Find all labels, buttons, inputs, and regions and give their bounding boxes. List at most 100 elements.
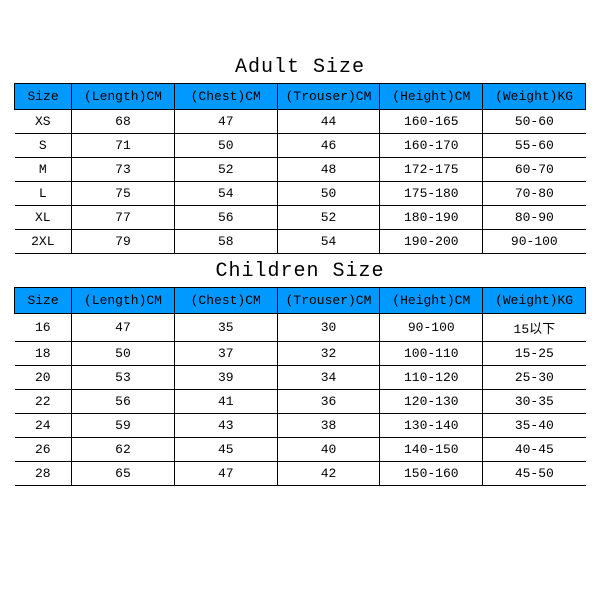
table-cell: 37 xyxy=(174,342,277,366)
table-cell: 160-170 xyxy=(380,134,483,158)
col-chest: (Chest)CM xyxy=(174,84,277,110)
table-cell: 77 xyxy=(72,206,175,230)
table-cell: 90-100 xyxy=(380,314,483,342)
table-cell: 35 xyxy=(174,314,277,342)
col-height: (Height)CM xyxy=(380,288,483,314)
table-cell: 41 xyxy=(174,390,277,414)
table-cell: 55-60 xyxy=(483,134,586,158)
table-cell: S xyxy=(15,134,72,158)
table-cell: 172-175 xyxy=(380,158,483,182)
table-cell: 45 xyxy=(174,438,277,462)
table-cell: 190-200 xyxy=(380,230,483,254)
table-header-row: Size (Length)CM (Chest)CM (Trouser)CM (H… xyxy=(15,84,586,110)
adult-size-table: Size (Length)CM (Chest)CM (Trouser)CM (H… xyxy=(14,83,586,254)
table-cell: XS xyxy=(15,110,72,134)
adult-size-title: Adult Size xyxy=(14,50,586,83)
table-cell: 75 xyxy=(72,182,175,206)
col-size: Size xyxy=(15,288,72,314)
table-cell: 36 xyxy=(277,390,380,414)
table-cell: 39 xyxy=(174,366,277,390)
table-row: L755450175-18070-80 xyxy=(15,182,586,206)
table-cell: 70-80 xyxy=(483,182,586,206)
table-cell: 46 xyxy=(277,134,380,158)
table-row: M735248172-17560-70 xyxy=(15,158,586,182)
table-row: 26624540140-15040-45 xyxy=(15,438,586,462)
table-cell: 47 xyxy=(174,110,277,134)
table-cell: 34 xyxy=(277,366,380,390)
table-cell: 44 xyxy=(277,110,380,134)
table-cell: 50 xyxy=(174,134,277,158)
table-cell: 40 xyxy=(277,438,380,462)
table-cell: M xyxy=(15,158,72,182)
table-row: 28654742150-16045-50 xyxy=(15,462,586,486)
col-length: (Length)CM xyxy=(72,288,175,314)
table-cell: 160-165 xyxy=(380,110,483,134)
table-cell: 43 xyxy=(174,414,277,438)
table-cell: 18 xyxy=(15,342,72,366)
table-cell: 73 xyxy=(72,158,175,182)
table-cell: 2XL xyxy=(15,230,72,254)
table-row: 20533934110-12025-30 xyxy=(15,366,586,390)
table-row: 1647353090-10015以下 xyxy=(15,314,586,342)
table-cell: 120-130 xyxy=(380,390,483,414)
table-cell: 59 xyxy=(72,414,175,438)
col-chest: (Chest)CM xyxy=(174,288,277,314)
table-cell: 25-30 xyxy=(483,366,586,390)
table-row: 22564136120-13030-35 xyxy=(15,390,586,414)
table-cell: 26 xyxy=(15,438,72,462)
table-cell: 80-90 xyxy=(483,206,586,230)
table-cell: 20 xyxy=(15,366,72,390)
table-cell: 42 xyxy=(277,462,380,486)
table-cell: 30-35 xyxy=(483,390,586,414)
table-cell: 53 xyxy=(72,366,175,390)
table-cell: 50 xyxy=(277,182,380,206)
children-size-title: Children Size xyxy=(14,254,586,287)
table-cell: 71 xyxy=(72,134,175,158)
col-size: Size xyxy=(15,84,72,110)
table-cell: 45-50 xyxy=(483,462,586,486)
table-cell: 52 xyxy=(174,158,277,182)
table-row: S715046160-17055-60 xyxy=(15,134,586,158)
table-header-row: Size (Length)CM (Chest)CM (Trouser)CM (H… xyxy=(15,288,586,314)
col-trouser: (Trouser)CM xyxy=(277,84,380,110)
table-cell: 62 xyxy=(72,438,175,462)
table-cell: 47 xyxy=(72,314,175,342)
col-height: (Height)CM xyxy=(380,84,483,110)
table-cell: 79 xyxy=(72,230,175,254)
table-cell: 130-140 xyxy=(380,414,483,438)
table-cell: 38 xyxy=(277,414,380,438)
table-cell: 24 xyxy=(15,414,72,438)
table-cell: 110-120 xyxy=(380,366,483,390)
table-cell: L xyxy=(15,182,72,206)
table-cell: 28 xyxy=(15,462,72,486)
table-cell: 30 xyxy=(277,314,380,342)
table-cell: 50-60 xyxy=(483,110,586,134)
table-cell: 56 xyxy=(72,390,175,414)
table-cell: 40-45 xyxy=(483,438,586,462)
table-cell: 48 xyxy=(277,158,380,182)
table-row: 24594338130-14035-40 xyxy=(15,414,586,438)
table-cell: 90-100 xyxy=(483,230,586,254)
table-cell: 54 xyxy=(277,230,380,254)
children-size-table: Size (Length)CM (Chest)CM (Trouser)CM (H… xyxy=(14,287,586,486)
table-cell: XL xyxy=(15,206,72,230)
table-cell: 50 xyxy=(72,342,175,366)
table-cell: 56 xyxy=(174,206,277,230)
table-cell: 180-190 xyxy=(380,206,483,230)
table-cell: 68 xyxy=(72,110,175,134)
table-cell: 52 xyxy=(277,206,380,230)
table-cell: 60-70 xyxy=(483,158,586,182)
table-row: 2XL795854190-20090-100 xyxy=(15,230,586,254)
table-cell: 15-25 xyxy=(483,342,586,366)
table-cell: 140-150 xyxy=(380,438,483,462)
table-cell: 32 xyxy=(277,342,380,366)
table-cell: 15以下 xyxy=(483,314,586,342)
table-row: XL775652180-19080-90 xyxy=(15,206,586,230)
table-cell: 65 xyxy=(72,462,175,486)
col-length: (Length)CM xyxy=(72,84,175,110)
table-cell: 22 xyxy=(15,390,72,414)
table-row: XS684744160-16550-60 xyxy=(15,110,586,134)
table-cell: 100-110 xyxy=(380,342,483,366)
table-cell: 16 xyxy=(15,314,72,342)
table-cell: 150-160 xyxy=(380,462,483,486)
